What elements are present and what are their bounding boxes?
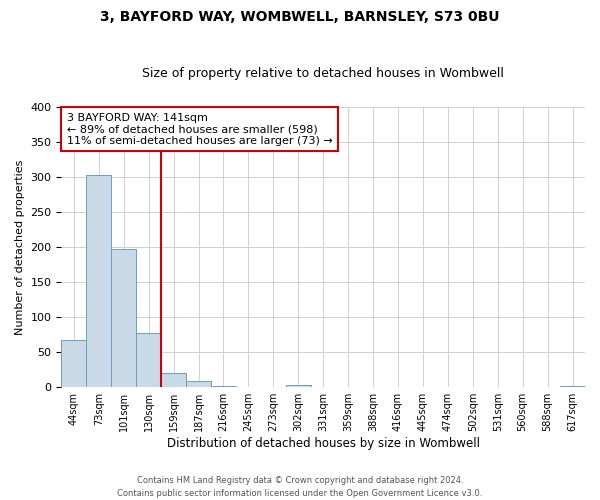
Title: Size of property relative to detached houses in Wombwell: Size of property relative to detached ho… <box>142 66 504 80</box>
Bar <box>211 386 236 387</box>
Bar <box>86 175 111 387</box>
Bar <box>560 386 585 387</box>
Text: Contains HM Land Registry data © Crown copyright and database right 2024.
Contai: Contains HM Land Registry data © Crown c… <box>118 476 482 498</box>
Bar <box>161 373 186 387</box>
Bar <box>111 249 136 387</box>
Bar <box>61 340 86 387</box>
Bar <box>136 334 161 387</box>
Bar <box>286 385 311 387</box>
Text: 3 BAYFORD WAY: 141sqm
← 89% of detached houses are smaller (598)
11% of semi-det: 3 BAYFORD WAY: 141sqm ← 89% of detached … <box>67 112 332 146</box>
Y-axis label: Number of detached properties: Number of detached properties <box>15 160 25 335</box>
Bar <box>186 381 211 387</box>
Text: 3, BAYFORD WAY, WOMBWELL, BARNSLEY, S73 0BU: 3, BAYFORD WAY, WOMBWELL, BARNSLEY, S73 … <box>100 10 500 24</box>
X-axis label: Distribution of detached houses by size in Wombwell: Distribution of detached houses by size … <box>167 437 480 450</box>
